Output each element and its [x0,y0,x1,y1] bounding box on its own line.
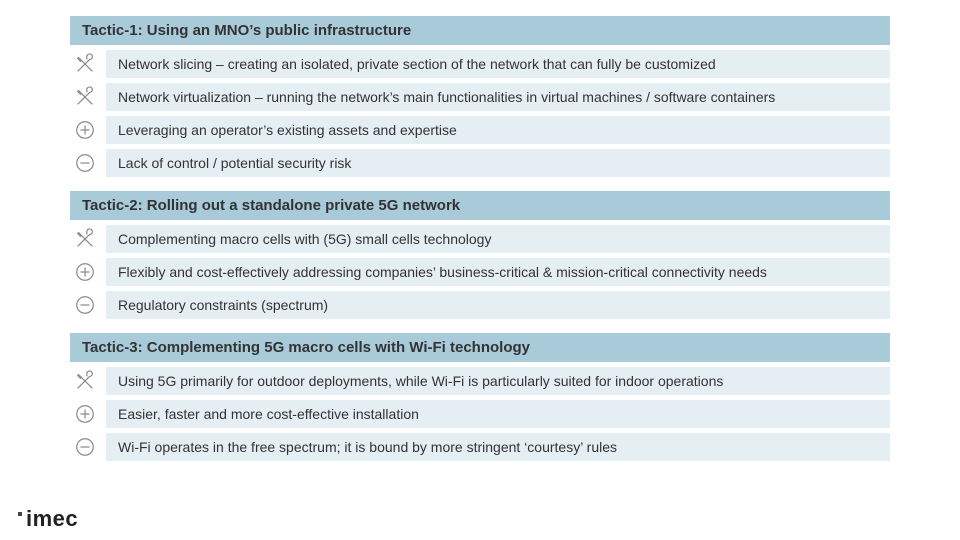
item-text: Network slicing – creating an isolated, … [106,50,890,78]
tools-icon [70,50,100,78]
tools-icon [70,225,100,253]
tools-icon [70,367,100,395]
tactic-3-header: Tactic-3: Complementing 5G macro cells w… [70,333,890,362]
tactic-2: Tactic-2: Rolling out a standalone priva… [70,191,890,319]
plus-icon [70,116,100,144]
item-text: Regulatory constraints (spectrum) [106,291,890,319]
item-text: Wi-Fi operates in the free spectrum; it … [106,433,890,461]
item-text: Leveraging an operator’s existing assets… [106,116,890,144]
list-item: Lack of control / potential security ris… [70,149,890,177]
logo-text: imec [26,506,78,531]
list-item: Leveraging an operator’s existing assets… [70,116,890,144]
plus-icon [70,258,100,286]
plus-icon [70,400,100,428]
list-item: Using 5G primarily for outdoor deploymen… [70,367,890,395]
list-item: Easier, faster and more cost-effective i… [70,400,890,428]
tactic-3: Tactic-3: Complementing 5G macro cells w… [70,333,890,461]
minus-icon [70,433,100,461]
item-text: Flexibly and cost-effectively addressing… [106,258,890,286]
list-item: Wi-Fi operates in the free spectrum; it … [70,433,890,461]
item-text: Using 5G primarily for outdoor deploymen… [106,367,890,395]
tactic-2-header: Tactic-2: Rolling out a standalone priva… [70,191,890,220]
minus-icon [70,149,100,177]
list-item: Network virtualization – running the net… [70,83,890,111]
list-item: Regulatory constraints (spectrum) [70,291,890,319]
list-item: Network slicing – creating an isolated, … [70,50,890,78]
item-text: Complementing macro cells with (5G) smal… [106,225,890,253]
tools-icon [70,83,100,111]
item-text: Lack of control / potential security ris… [106,149,890,177]
slide-content: Tactic-1: Using an MNO’s public infrastr… [0,0,960,461]
list-item: Complementing macro cells with (5G) smal… [70,225,890,253]
item-text: Network virtualization – running the net… [106,83,890,111]
tactic-1: Tactic-1: Using an MNO’s public infrastr… [70,16,890,177]
list-item: Flexibly and cost-effectively addressing… [70,258,890,286]
imec-logo: imec [18,506,78,532]
tactic-1-header: Tactic-1: Using an MNO’s public infrastr… [70,16,890,45]
minus-icon [70,291,100,319]
item-text: Easier, faster and more cost-effective i… [106,400,890,428]
